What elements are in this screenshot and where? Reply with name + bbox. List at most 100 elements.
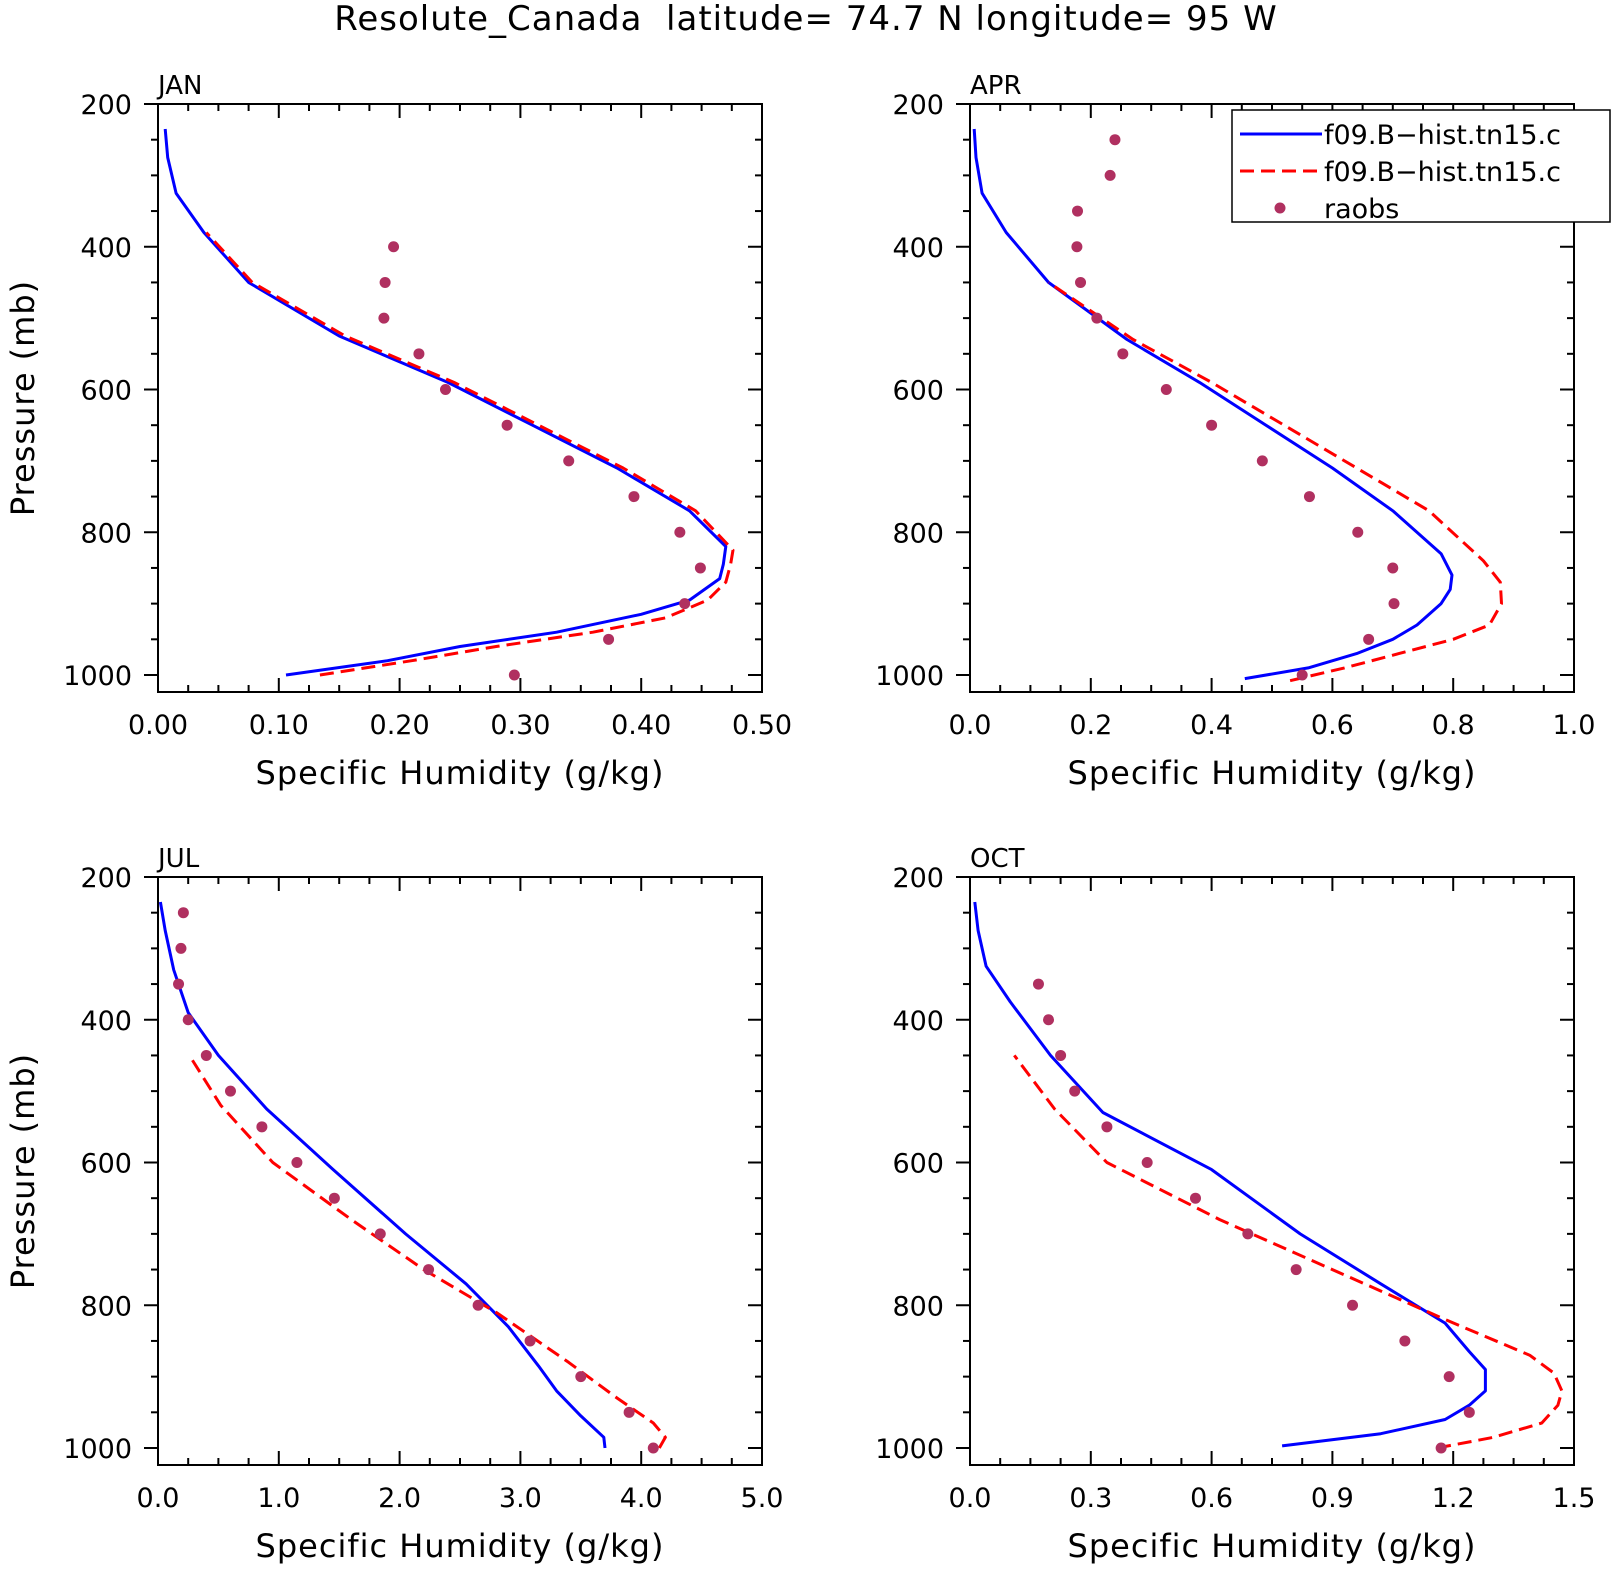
raobs-point: [423, 1264, 435, 1276]
x-axis-title: Specific Humidity (g/kg): [256, 754, 665, 792]
x-tick-label: 0.4: [1190, 710, 1233, 741]
x-tick-label: 0.30: [490, 710, 550, 741]
raobs-point: [603, 633, 615, 645]
raobs-point: [472, 1299, 484, 1311]
raobs-point: [1256, 455, 1268, 467]
raobs-point: [674, 526, 686, 538]
y-tick-label: 800: [80, 518, 132, 549]
raobs-point: [647, 1442, 659, 1454]
y-tick-label: 600: [80, 1149, 132, 1180]
raobs-point: [501, 419, 513, 431]
x-tick-label: 0.50: [732, 710, 792, 741]
x-tick-label: 0.3: [1069, 1483, 1112, 1514]
y-tick-label: 400: [892, 233, 944, 264]
raobs-point: [1242, 1228, 1254, 1240]
y-tick-label: 600: [80, 376, 132, 407]
legend-label: f09.B−hist.tn15.c: [1324, 157, 1561, 188]
panel-label: JAN: [156, 71, 202, 101]
y-axis-title: Pressure (mb): [4, 1053, 42, 1289]
raobs-point: [1443, 1371, 1455, 1383]
plot-frame: [157, 876, 763, 1466]
legend-label: f09.B−hist.tn15.c: [1324, 120, 1561, 151]
x-tick-label: 0.2: [1069, 710, 1112, 741]
y-axis-title: Pressure (mb): [4, 280, 42, 516]
x-tick-label: 3.0: [499, 1483, 542, 1514]
x-tick-label: 0.20: [370, 710, 430, 741]
x-tick-label: 1.0: [1553, 710, 1596, 741]
y-tick-label: 400: [80, 233, 132, 264]
y-tick-label: 1000: [63, 661, 132, 692]
raobs-point: [1055, 1049, 1067, 1061]
x-tick-label: 2.0: [378, 1483, 421, 1514]
raobs-point: [1043, 1014, 1055, 1026]
raobs-point: [1435, 1442, 1447, 1454]
raobs-point: [1399, 1335, 1411, 1347]
raobs-point: [1141, 1157, 1153, 1169]
y-tick-label: 1000: [63, 1434, 132, 1465]
legend-box: [1231, 109, 1611, 223]
raobs-point: [1388, 598, 1400, 610]
y-tick-label: 200: [892, 863, 944, 894]
x-tick-label: 0.0: [137, 1483, 180, 1514]
y-tick-label: 600: [892, 1149, 944, 1180]
y-tick-label: 1000: [875, 1434, 944, 1465]
raobs-point: [182, 1014, 194, 1026]
x-tick-label: 0.6: [1311, 710, 1354, 741]
raobs-point: [379, 276, 391, 288]
panel-jul: JUL 0.0 1.0 2.0 3.0 4.0 5.0 200 400 600 800 1000 Spe…: [4, 844, 783, 1565]
panel-label: JUL: [156, 844, 200, 874]
raobs-point: [1117, 348, 1129, 360]
raobs-point: [1109, 134, 1121, 146]
raobs-point: [563, 455, 575, 467]
raobs-point: [1104, 169, 1116, 181]
panel-oct: OCT 0.0 0.3 0.6 0.9 1.2 1.5 200 400 600 800 1000 Spe…: [875, 844, 1595, 1565]
series-line-dashed: [1013, 1054, 1564, 1450]
raobs-point: [173, 978, 185, 990]
series-line-solid: [973, 901, 1487, 1448]
raobs-point: [440, 384, 452, 396]
raobs-point: [1296, 669, 1308, 681]
x-axis-title: Specific Humidity (g/kg): [1068, 754, 1477, 792]
x-tick-label: 5.0: [741, 1483, 784, 1514]
series-line-dashed: [188, 1054, 667, 1449]
panel-label: OCT: [970, 844, 1025, 874]
raobs-point: [388, 241, 400, 253]
raobs-point: [1189, 1192, 1201, 1204]
plot-frame: [969, 876, 1575, 1466]
x-tick-label: 4.0: [620, 1483, 663, 1514]
y-tick-label: 800: [892, 518, 944, 549]
raobs-point: [1072, 205, 1084, 217]
x-tick-label: 1.2: [1432, 1483, 1475, 1514]
x-tick-label: 0.00: [128, 710, 188, 741]
x-tick-label: 0.0: [949, 710, 992, 741]
raobs-point: [256, 1121, 268, 1133]
series-line-solid: [972, 128, 1454, 681]
raobs-point: [1075, 276, 1087, 288]
y-tick-label: 200: [80, 863, 132, 894]
raobs-point: [1032, 978, 1044, 990]
raobs-point: [575, 1371, 587, 1383]
raobs-point: [291, 1157, 303, 1169]
x-tick-label: 0.6: [1190, 1483, 1233, 1514]
raobs-point: [1463, 1406, 1475, 1418]
raobs-point: [1347, 1299, 1359, 1311]
panel-label: APR: [970, 71, 1022, 101]
y-tick-label: 400: [892, 1006, 944, 1037]
legend-label: raobs: [1324, 194, 1399, 225]
x-tick-label: 0.0: [949, 1483, 992, 1514]
plot-frame: [157, 103, 763, 693]
x-axis-title: Specific Humidity (g/kg): [1068, 1527, 1477, 1565]
raobs-point: [1290, 1264, 1302, 1276]
legend: f09.B−hist.tn15.c f09.B−hist.tn15.c raobs: [1231, 109, 1611, 225]
y-tick-label: 600: [892, 376, 944, 407]
raobs-point: [1387, 562, 1399, 574]
raobs-point: [413, 348, 425, 360]
x-tick-label: 1.0: [257, 1483, 300, 1514]
series-line-dashed: [1047, 281, 1503, 683]
raobs-point: [1352, 526, 1364, 538]
legend-marker: [1274, 202, 1286, 214]
raobs-point: [1303, 491, 1315, 503]
x-tick-label: 0.8: [1432, 710, 1475, 741]
y-tick-label: 200: [80, 90, 132, 121]
raobs-point: [1101, 1121, 1113, 1133]
